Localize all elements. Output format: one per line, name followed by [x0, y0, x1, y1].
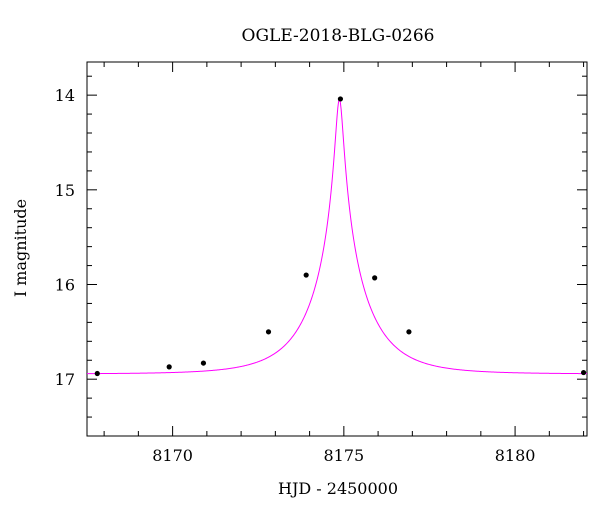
y-tick-label: 14: [55, 86, 75, 105]
y-tick-label: 16: [55, 276, 75, 295]
chart-title: OGLE-2018-BLG-0266: [242, 26, 435, 46]
x-axis-label: HJD - 2450000: [278, 479, 398, 498]
data-point: [200, 360, 207, 366]
data-point: [94, 370, 100, 377]
plot-border: [86, 61, 588, 437]
y-tick-label: 15: [55, 181, 75, 200]
data-points: [94, 96, 587, 377]
model-curve-group: [87, 97, 588, 375]
data-point: [166, 364, 172, 370]
x-tick-label: 8175: [323, 446, 364, 465]
x-tick-label: 8180: [495, 446, 536, 465]
data-point: [372, 275, 378, 281]
model-curve: [87, 97, 588, 375]
data-point: [337, 96, 344, 102]
data-point: [265, 329, 272, 335]
x-tick-label: 8170: [152, 446, 193, 465]
data-point: [580, 369, 587, 376]
tick-labels: 8170 8175 8180 14 15 16 17: [55, 86, 536, 465]
y-axis-label: I magnitude: [11, 199, 30, 297]
y-tick-label: 17: [55, 370, 75, 389]
plot-frame: [86, 61, 588, 437]
data-point: [303, 272, 309, 278]
data-point: [406, 329, 412, 335]
axis-ticks: [87, 62, 587, 437]
